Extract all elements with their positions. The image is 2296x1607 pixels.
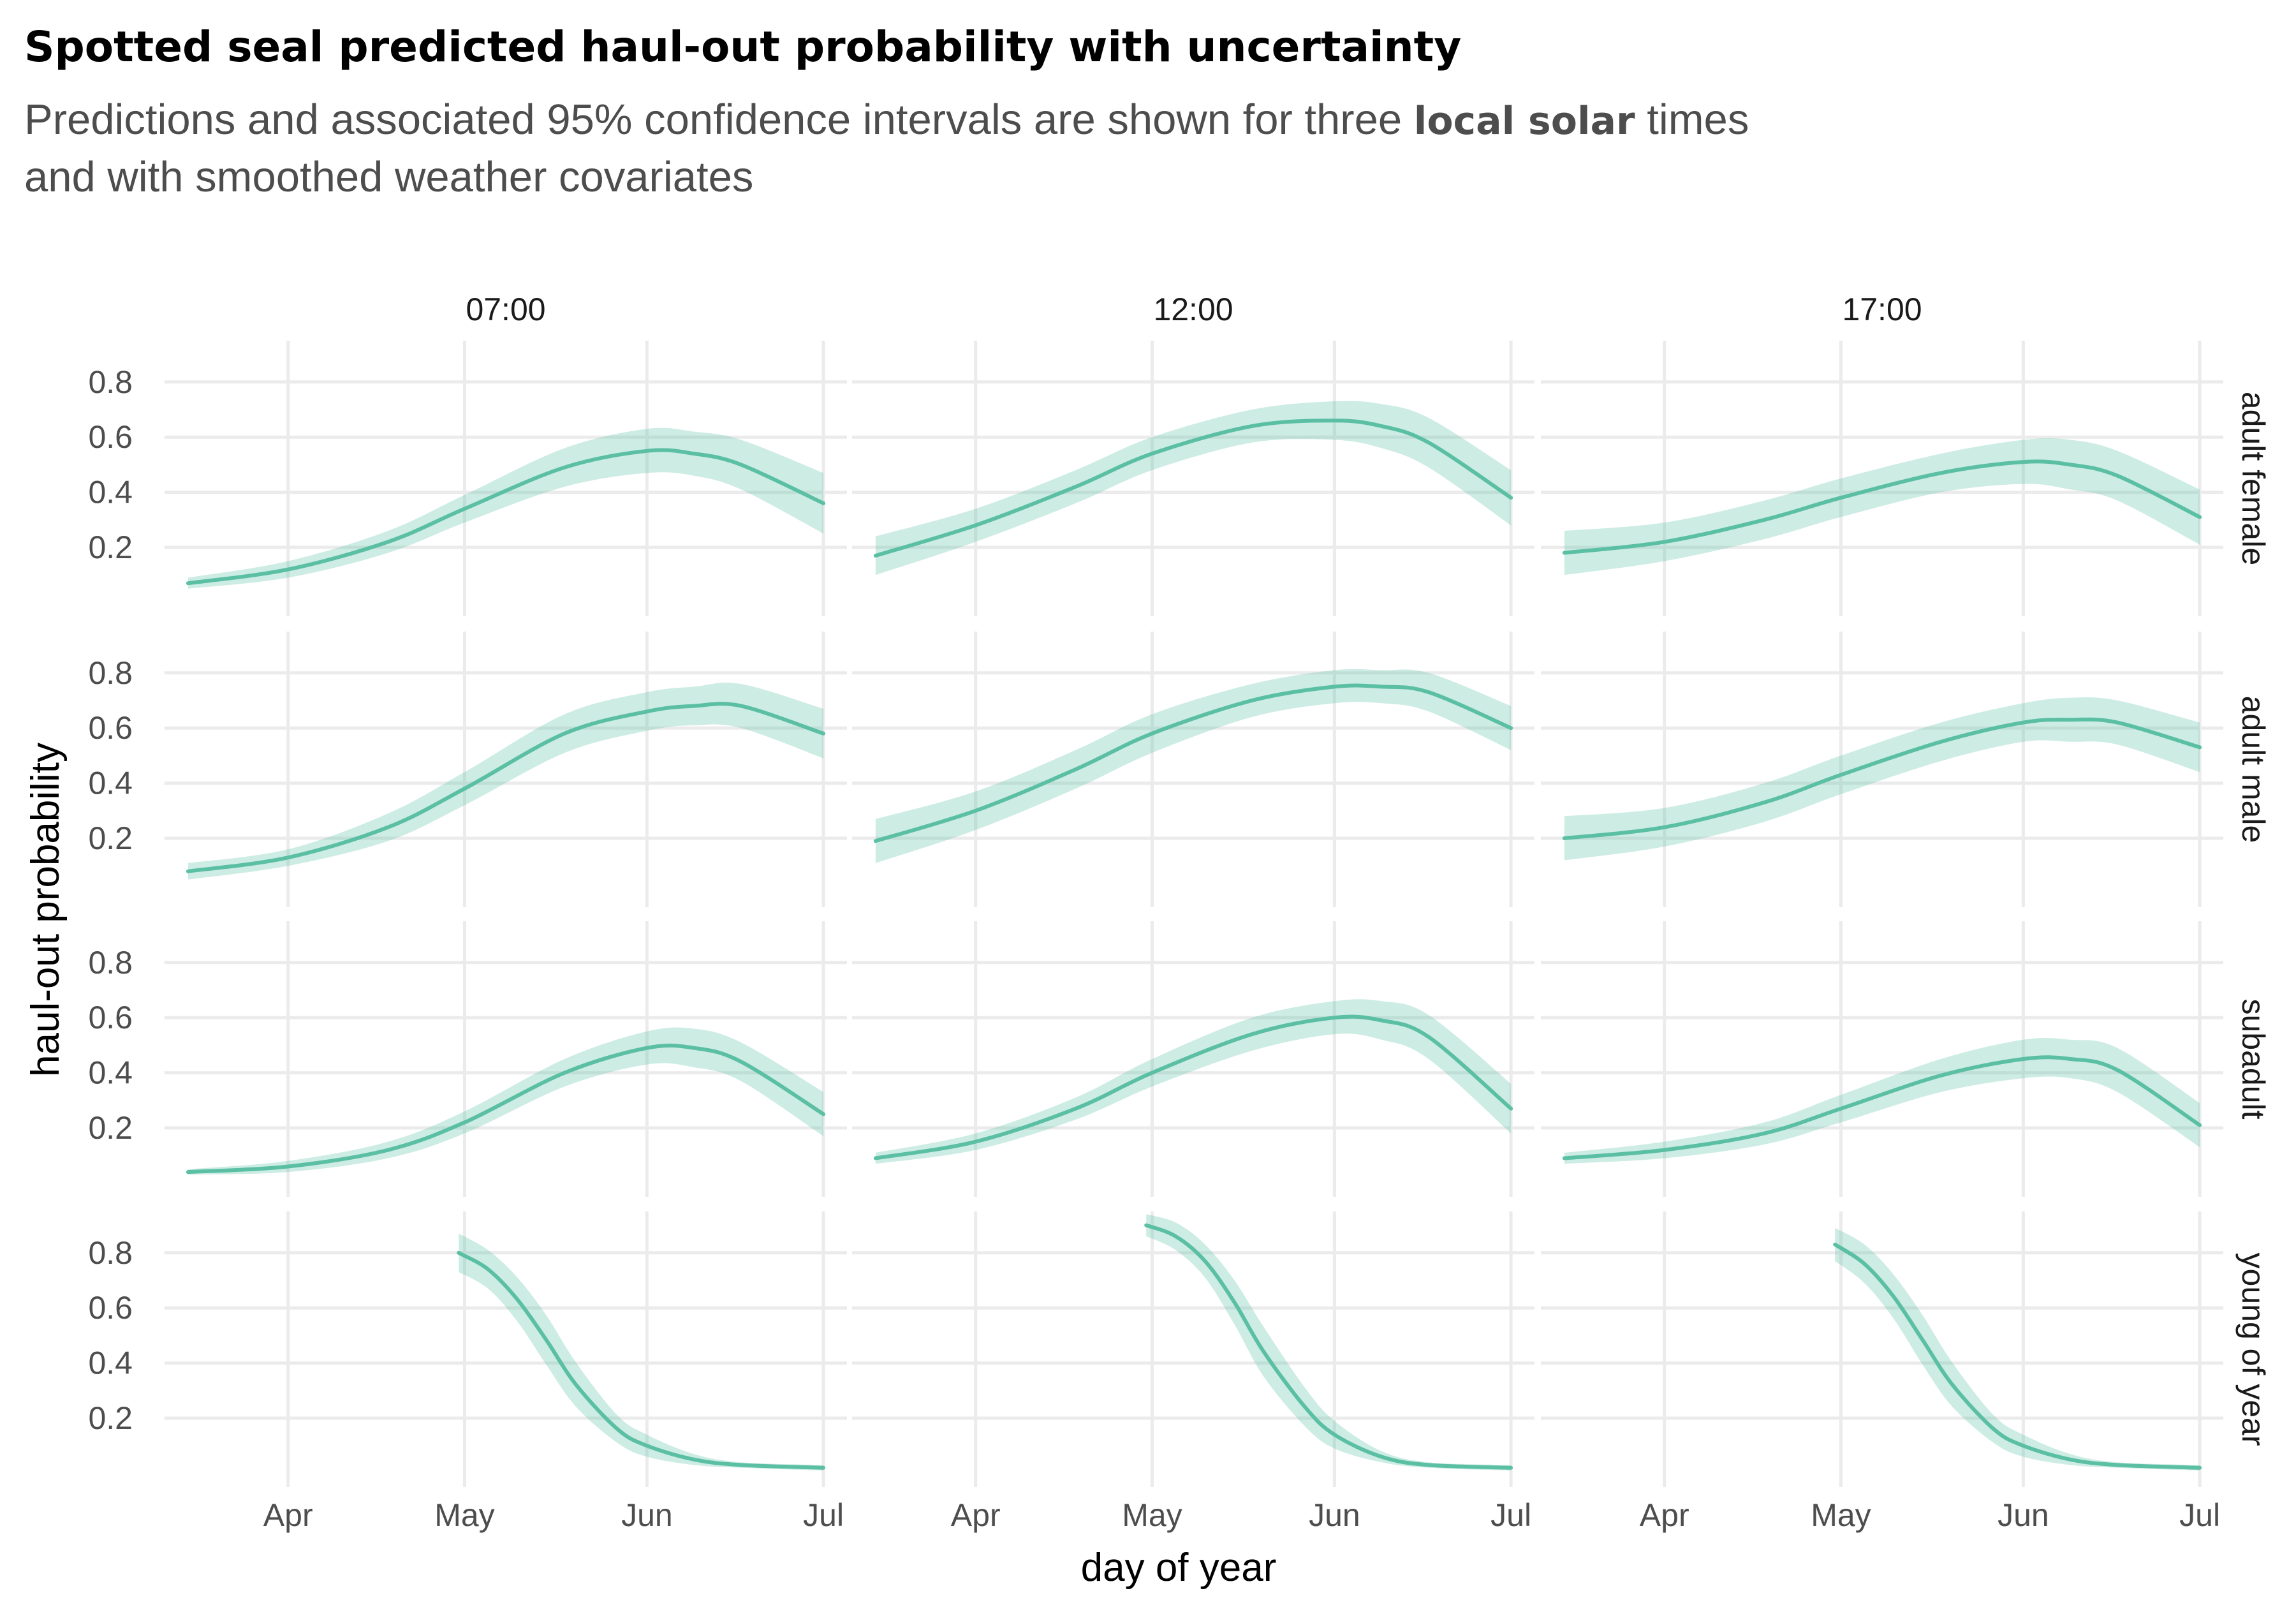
y-tick-label: 0.4	[88, 475, 133, 510]
x-tick-label: Jun	[1998, 1497, 2049, 1533]
panel-grid	[1541, 341, 2223, 616]
chart-title: Spotted seal predicted haul-out probabil…	[24, 22, 1461, 71]
prediction-line	[873, 683, 1513, 843]
y-tick-label: 0.6	[88, 710, 133, 746]
confidence-band	[1564, 438, 2200, 575]
y-tick-label: 0.8	[88, 1235, 133, 1271]
panel-grid	[852, 341, 1534, 616]
y-tick-label: 0.6	[88, 419, 133, 455]
panel-grid	[165, 341, 847, 616]
x-tick-label: Apr	[263, 1497, 313, 1533]
panel-grid	[165, 1211, 847, 1487]
prediction-line	[1833, 1242, 2202, 1470]
confidence-band	[1564, 697, 2200, 861]
y-tick-label: 0.4	[88, 1345, 133, 1381]
y-axis-title: haul-out probability	[24, 743, 68, 1077]
panel-grid	[1541, 632, 2223, 907]
y-tick-label: 0.2	[88, 1110, 133, 1146]
prediction-line	[1562, 1055, 2202, 1160]
y-tick-label: 0.2	[88, 1400, 133, 1436]
panels: 07:00 12:00 17:00 adult female adult male sub…	[88, 292, 2271, 1533]
chart-subtitle-line-2: and with smoothed weather covariates	[24, 153, 753, 201]
column-strip-label: 17:00	[1842, 292, 1922, 327]
confidence-band	[875, 669, 1512, 863]
y-tick-label: 0.8	[88, 655, 133, 691]
prediction-line	[873, 418, 1513, 558]
confidence-band	[459, 1233, 824, 1471]
x-tick-label: Jun	[621, 1497, 673, 1533]
panel-grid	[852, 632, 1534, 907]
prediction-line	[186, 1043, 826, 1174]
panel-grid	[852, 921, 1534, 1197]
prediction-line	[186, 702, 826, 873]
confidence-band	[875, 401, 1512, 575]
panel-grid	[852, 1211, 1534, 1487]
x-tick-label: Jun	[1309, 1497, 1360, 1533]
prediction-line	[1562, 717, 2202, 840]
confidence-band	[1835, 1227, 2200, 1471]
chart-subtitle-line-1: Predictions and associated 95% confidenc…	[24, 96, 1749, 144]
panel-grid	[165, 632, 847, 907]
panel-grid	[165, 921, 847, 1197]
row-strip-label: young of year	[2235, 1253, 2271, 1446]
x-tick-label: Jul	[2179, 1497, 2220, 1533]
confidence-band	[188, 427, 824, 589]
confidence-band	[1564, 1037, 2200, 1164]
prediction-line	[1562, 459, 2202, 555]
x-tick-label: Jul	[1490, 1497, 1531, 1533]
row-strip-label: subadult	[2235, 998, 2271, 1119]
y-tick-label: 0.4	[88, 766, 133, 801]
y-tick-label: 0.2	[88, 529, 133, 565]
confidence-band	[875, 999, 1512, 1164]
prediction-line	[1144, 1223, 1513, 1470]
y-tick-label: 0.6	[88, 1290, 133, 1326]
y-tick-label: 0.2	[88, 820, 133, 856]
row-strip-label: adult male	[2235, 696, 2271, 843]
y-tick-label: 0.4	[88, 1055, 133, 1091]
confidence-band	[188, 683, 824, 880]
prediction-line	[873, 1014, 1513, 1160]
x-tick-label: Apr	[951, 1497, 1001, 1533]
column-strip-label: 12:00	[1153, 292, 1233, 327]
prediction-line	[457, 1250, 826, 1470]
column-strip-label: 07:00	[466, 292, 545, 327]
y-tick-label: 0.8	[88, 364, 133, 400]
prediction-line	[186, 448, 826, 586]
x-tick-label: May	[1122, 1497, 1182, 1533]
y-tick-label: 0.6	[88, 1000, 133, 1035]
x-tick-label: May	[1811, 1497, 1871, 1533]
panel-grid	[1541, 1211, 2223, 1487]
panel-grid	[1541, 921, 2223, 1197]
x-axis-title: day of year	[1081, 1546, 1277, 1590]
row-strip-label: adult female	[2235, 392, 2271, 565]
x-tick-label: May	[434, 1497, 494, 1533]
y-tick-label: 0.8	[88, 945, 133, 981]
x-tick-label: Jul	[803, 1497, 844, 1533]
x-tick-label: Apr	[1640, 1497, 1689, 1533]
